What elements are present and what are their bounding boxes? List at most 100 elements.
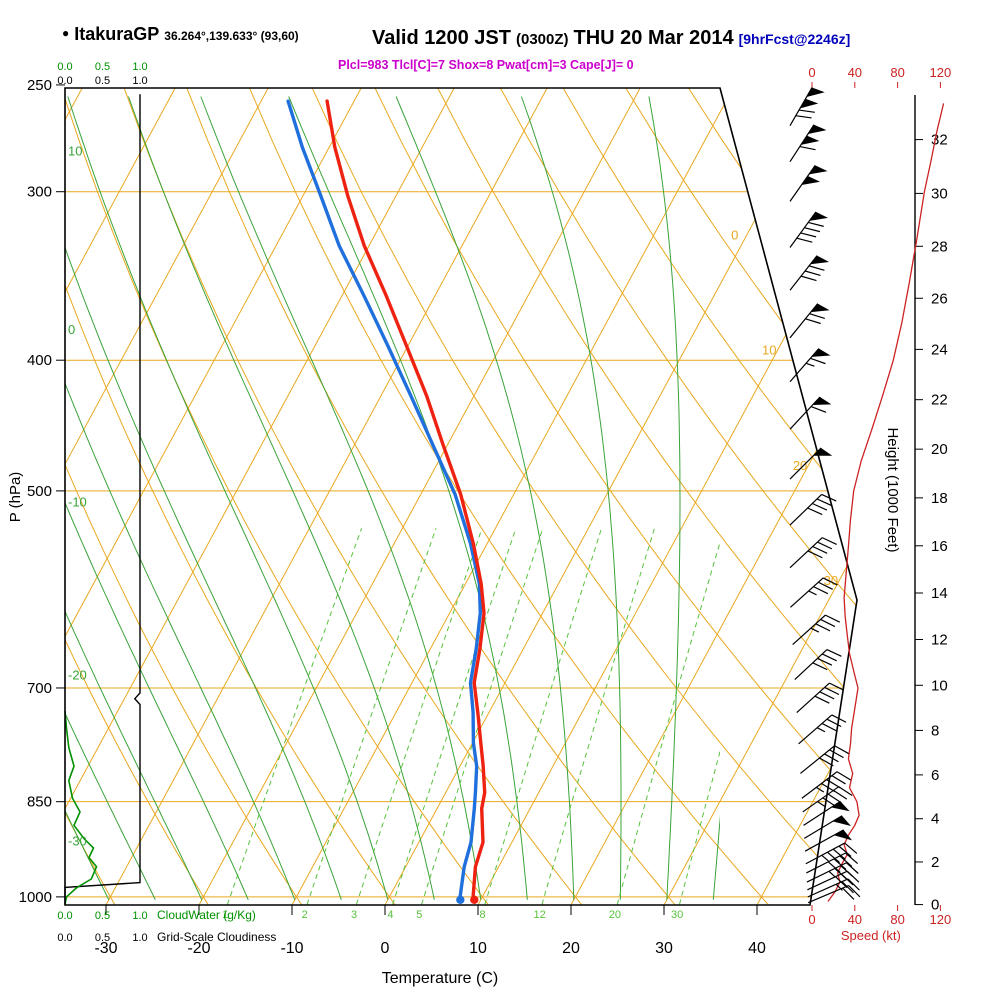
fraction-scales: 0.0 0.0 0.0 0.0 0.5 0.5 0.5 0.5 1.0 1.0 1.0 1.0 Clou… xyxy=(57,61,276,944)
svg-text:80: 80 xyxy=(890,912,904,927)
svg-text:24: 24 xyxy=(931,341,948,358)
svg-text:80: 80 xyxy=(890,65,904,80)
svg-text:0.0: 0.0 xyxy=(57,61,72,73)
stability-indices: Plcl=983 Tlcl[C]=7 Shox=8 Pwat[cm]=3 Cap… xyxy=(338,58,634,72)
svg-text:0: 0 xyxy=(931,897,939,914)
svg-text:2: 2 xyxy=(302,909,308,921)
svg-text:26: 26 xyxy=(931,290,948,307)
svg-text:5: 5 xyxy=(416,909,422,921)
svg-text:1.0: 1.0 xyxy=(132,75,147,87)
svg-text:Height (1000 Feet): Height (1000 Feet) xyxy=(884,427,901,552)
svg-text:3: 3 xyxy=(351,909,357,921)
svg-text:10: 10 xyxy=(469,940,487,957)
svg-text:Speed (kt): Speed (kt) xyxy=(841,928,901,943)
green-grid xyxy=(65,96,720,905)
svg-text:20: 20 xyxy=(562,940,580,957)
svg-text:0.0: 0.0 xyxy=(57,910,72,922)
svg-text:300: 300 xyxy=(27,184,52,201)
svg-text:10: 10 xyxy=(931,677,948,694)
svg-text:-10: -10 xyxy=(280,940,303,957)
valid-main: Valid 1200 JST xyxy=(372,27,511,49)
valid-zulu: (0300Z) xyxy=(515,31,569,48)
station-coords: 36.264°,139.633° (93,60) xyxy=(164,29,299,43)
svg-text:10: 10 xyxy=(68,143,82,158)
svg-text:30: 30 xyxy=(931,185,948,202)
svg-text:0: 0 xyxy=(808,65,815,80)
svg-text:20: 20 xyxy=(793,458,807,473)
valid-time-title: Valid 1200 JST (0300Z) THU 20 Mar 2014 [9hr… xyxy=(372,27,855,50)
dewpoint-profile xyxy=(286,99,482,899)
svg-text:20: 20 xyxy=(931,441,948,458)
svg-text:700: 700 xyxy=(27,680,52,697)
svg-text:500: 500 xyxy=(27,483,52,500)
svg-text:0.5: 0.5 xyxy=(95,910,110,922)
svg-text:-30: -30 xyxy=(68,834,87,849)
wind-barbs xyxy=(789,87,861,904)
svg-text:1.0: 1.0 xyxy=(132,910,147,922)
svg-text:850: 850 xyxy=(27,794,52,811)
svg-text:8: 8 xyxy=(479,909,485,921)
svg-text:28: 28 xyxy=(931,238,948,255)
svg-text:-20: -20 xyxy=(68,667,87,682)
svg-text:30: 30 xyxy=(671,909,683,921)
svg-text:-20: -20 xyxy=(187,940,210,957)
valid-date: THU 20 Mar 2014 xyxy=(573,27,734,49)
svg-text:18: 18 xyxy=(931,490,948,507)
svg-text:2: 2 xyxy=(931,854,939,871)
svg-text:16: 16 xyxy=(931,538,948,555)
svg-text:22: 22 xyxy=(931,392,948,409)
svg-text:1.0: 1.0 xyxy=(132,932,147,944)
svg-text:0.0: 0.0 xyxy=(57,932,72,944)
svg-text:10: 10 xyxy=(762,343,776,358)
svg-text:40: 40 xyxy=(748,940,766,957)
orange-grid xyxy=(65,88,857,905)
svg-text:4: 4 xyxy=(387,909,393,921)
svg-text:120: 120 xyxy=(930,912,952,927)
svg-text:32: 32 xyxy=(931,132,948,149)
svg-text:20: 20 xyxy=(609,909,621,921)
forecast-tag: [9hrFcst@2246z] xyxy=(738,31,851,47)
station-bullet-icon: ● xyxy=(62,26,70,40)
svg-text:0.5: 0.5 xyxy=(95,75,110,87)
svg-text:Grid-Scale Cloudiness: Grid-Scale Cloudiness xyxy=(157,930,276,944)
svg-text:CloudWater (g/Kg): CloudWater (g/Kg) xyxy=(157,908,256,922)
svg-text:40: 40 xyxy=(848,65,862,80)
svg-text:1.0: 1.0 xyxy=(132,61,147,73)
svg-text:120: 120 xyxy=(930,65,952,80)
svg-text:30: 30 xyxy=(824,573,838,588)
station-name: ItakuraGP xyxy=(74,24,160,44)
temperature-profile xyxy=(325,99,487,899)
cloudwater-line xyxy=(64,710,98,905)
svg-text:P (hPa): P (hPa) xyxy=(7,472,24,523)
svg-text:0: 0 xyxy=(381,940,390,957)
svg-text:0.5: 0.5 xyxy=(95,61,110,73)
svg-text:12: 12 xyxy=(534,909,546,921)
svg-text:Temperature (C): Temperature (C) xyxy=(382,970,498,987)
svg-text:1000: 1000 xyxy=(19,889,52,906)
svg-text:0: 0 xyxy=(808,912,815,927)
svg-text:0: 0 xyxy=(68,322,75,337)
svg-text:8: 8 xyxy=(931,722,939,739)
station-header: ● ItakuraGP 36.264°,139.633° (93,60) xyxy=(62,24,299,45)
svg-text:40: 40 xyxy=(848,912,862,927)
svg-text:30: 30 xyxy=(655,940,673,957)
svg-text:250: 250 xyxy=(27,77,52,94)
surface-temp-dot xyxy=(470,895,479,904)
svg-text:1: 1 xyxy=(222,909,228,921)
svg-text:0.0: 0.0 xyxy=(57,75,72,87)
svg-text:0.5: 0.5 xyxy=(95,932,110,944)
svg-text:14: 14 xyxy=(931,585,948,602)
svg-text:400: 400 xyxy=(27,352,52,369)
svg-text:0: 0 xyxy=(731,227,738,242)
svg-text:12: 12 xyxy=(931,631,948,648)
svg-text:-30: -30 xyxy=(94,940,117,957)
svg-text:-10: -10 xyxy=(68,494,87,509)
svg-text:4: 4 xyxy=(931,811,939,828)
surface-dewpoint-dot xyxy=(456,895,465,904)
